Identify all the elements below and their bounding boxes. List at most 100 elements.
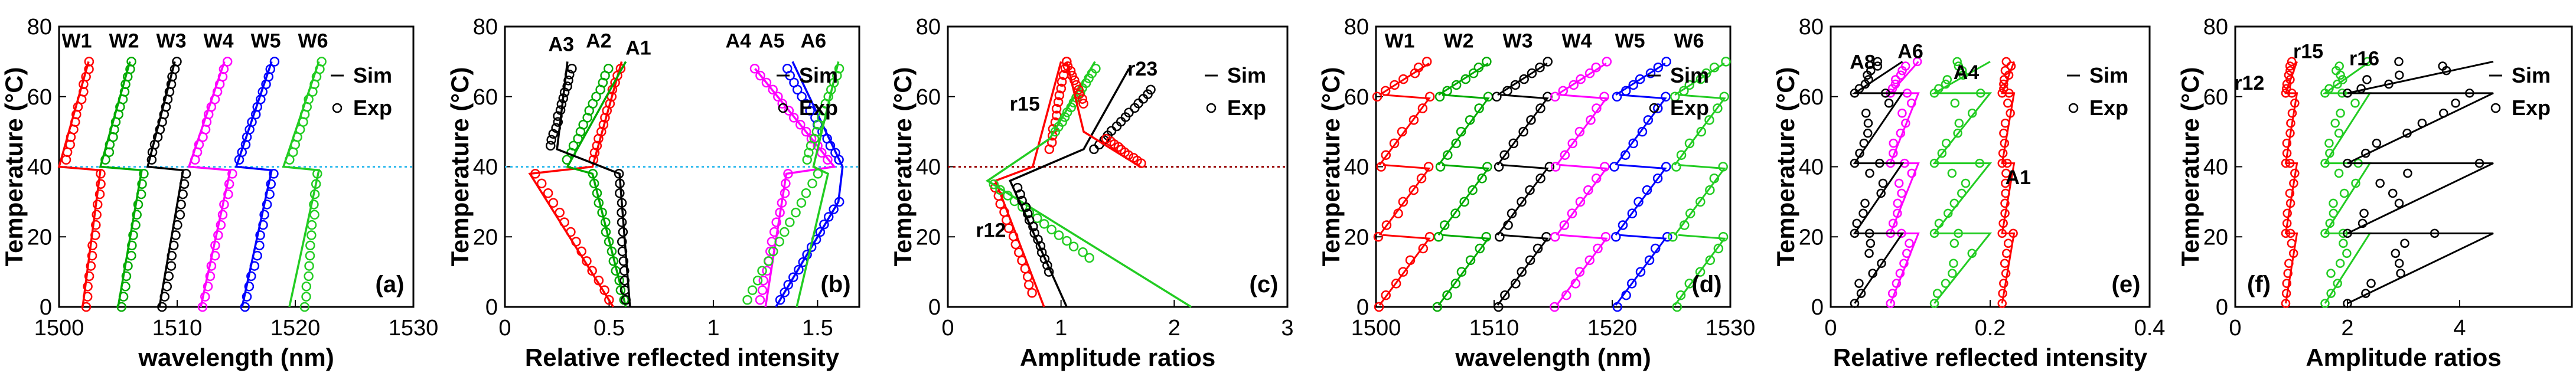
panel-6-annotation-r15: r15 xyxy=(2293,40,2323,63)
panel-4-series-w5-exp-point xyxy=(1628,138,1638,149)
panel-3-series-r23-exp-point xyxy=(1029,228,1039,238)
panel-2-series-a6-exp-point xyxy=(780,227,790,237)
panel-3-series-r15-exp-point xyxy=(1017,202,1028,212)
panel-4-series-w3-exp-point xyxy=(1535,174,1545,184)
panel-1-series-w6-exp-point xyxy=(304,261,314,271)
panel-6-series-r15-exp-point xyxy=(2342,248,2352,258)
panel-2-series-a3-exp-point xyxy=(546,135,556,145)
panel-4-series-w4-exp-point xyxy=(1574,267,1585,277)
panel-1-series-w2-exp-point xyxy=(126,250,136,261)
panel-1-series-w1-exp-point xyxy=(84,57,94,67)
panel-3-series-r15b-exp-point xyxy=(1074,89,1084,100)
panel-2-series-a3-exp-point xyxy=(618,256,629,266)
panel-6-series-r15-exp-point xyxy=(2330,118,2340,128)
panel-6-series-r16-exp-point xyxy=(2375,178,2385,188)
panel-4-series-w6-exp-point xyxy=(1721,57,1731,67)
panel-4-series-w1-exp-point xyxy=(1373,232,1384,242)
panel-4-xlabel: wavelength (nm) xyxy=(1455,344,1651,371)
panel-1-series-w4-exp-point xyxy=(197,302,208,312)
panel-4-series-w4-exp-point xyxy=(1550,162,1561,172)
panel-2-legend-exp-label: Exp xyxy=(799,96,838,120)
panel-4-series-w5-exp-point xyxy=(1618,220,1628,230)
panel-4-series-w2-exp-point xyxy=(1477,174,1487,184)
panel-6-legend-sim-label: Sim xyxy=(2512,63,2551,87)
panel-1-series-w6-exp-point xyxy=(301,282,312,292)
panel-1-series-w4-exp-point xyxy=(206,261,217,271)
panel-5-annotation-a8: A8 xyxy=(1850,51,1875,73)
panel-3-series-r23-exp-point xyxy=(1089,144,1099,155)
panel-4-series-w6-exp-point xyxy=(1719,91,1730,102)
panel-2-series-a3-exp-point xyxy=(559,87,570,97)
panel-1-series-w5-exp-point xyxy=(269,57,280,67)
panel-5-series-a8-exp-point xyxy=(1858,208,1868,218)
panel-4-series-w2-exp-point xyxy=(1474,103,1484,113)
panel-1-ylabel: Temperature (°C) xyxy=(0,67,28,266)
panel-4-series-w1-exp-point xyxy=(1424,91,1435,102)
panel-4-legend-sim-label: Sim xyxy=(1670,63,1709,87)
panel-3-series-r12-exp-point xyxy=(1023,280,1034,290)
panel-5-series-a6-exp-point xyxy=(1897,108,1907,118)
panel-2-xtick-label: 1 xyxy=(707,316,719,341)
panel-4-series-w6-exp-point xyxy=(1684,138,1695,149)
panel-2-series-a6-exp-point xyxy=(742,295,752,305)
panel-2-series-a4-exp-point xyxy=(823,155,833,165)
panel-5-series-a4-sim-line xyxy=(1931,61,1993,304)
panel-4-series-w5-exp-point xyxy=(1662,232,1672,242)
panel-4-ytick-label: 80 xyxy=(1344,15,1369,40)
panel-2-series-a3-exp-point xyxy=(619,285,630,295)
panel-4-series-w3-exp-point xyxy=(1525,255,1535,266)
panel-5-series-a8-exp-point xyxy=(1863,118,1873,128)
panel-6-series-r15-exp-point xyxy=(2320,299,2330,308)
panel-2-series-a3-exp-point xyxy=(546,140,556,151)
panel-4-series-w4-exp-point xyxy=(1569,80,1579,90)
panel-6-series-r15-exp-point xyxy=(2335,259,2345,268)
panel-6-ylabel: Temperature (°C) xyxy=(2176,67,2204,266)
panel-2-series-a3-exp-point xyxy=(553,111,563,121)
panel-4-series-w3-exp-point xyxy=(1495,232,1505,242)
panel-3-series-r12-exp-point xyxy=(1056,83,1067,94)
panel-2-series-a1-exp-point xyxy=(598,120,609,130)
panel-4-series-w2-exp-point xyxy=(1451,80,1462,90)
panel-1-series-w5-exp-point xyxy=(252,250,262,261)
panel-4-series-w6-exp-point xyxy=(1696,126,1707,137)
panel-1-annotation-w5: W5 xyxy=(251,30,281,53)
panel-2-legend-exp-swatch xyxy=(778,103,788,113)
panel-1-series-w3-exp-point xyxy=(179,179,190,189)
panel-1-series-w1-exp-point xyxy=(73,102,83,112)
panel-5-annotation-a1: A1 xyxy=(2006,166,2031,189)
panel-6-series-r15-exp-point xyxy=(2333,279,2342,288)
panel-4-series-w5-exp-point xyxy=(1612,91,1622,102)
panel-1-series-w6-exp-point xyxy=(305,240,315,251)
panel-1-series-w5-exp-point xyxy=(262,199,272,210)
panel-2-ytick-label: 0 xyxy=(485,295,498,320)
panel-2-xtick-label: 0.5 xyxy=(594,316,625,341)
panel-4-series-w2-exp-point xyxy=(1443,150,1453,160)
panel-4-series-w2-exp-point xyxy=(1475,243,1485,254)
panel-1-legend-sim-label: Sim xyxy=(353,63,392,87)
panel-4-series-w3-exp-point xyxy=(1500,290,1510,300)
panel-3-series-r15-exp-point xyxy=(1081,78,1091,89)
panel-4-series-w4-exp-point xyxy=(1599,91,1609,102)
panel-6-series-r15-exp-point xyxy=(2326,289,2336,298)
panel-2-series-a6-exp-point xyxy=(811,126,822,137)
panel-2-series-a4-exp-point xyxy=(761,77,772,88)
panel-2-annotation-a2: A2 xyxy=(586,30,611,53)
panel-4-series-w1-exp-point xyxy=(1374,302,1384,312)
panel-1-series-w1-exp-point xyxy=(82,292,93,302)
panel-4-series-w2-exp-point xyxy=(1434,91,1445,102)
panel-2-series-a1-exp-point xyxy=(576,246,586,257)
panel-2-xtick-label: 1.5 xyxy=(802,316,833,341)
panel-6-annotation-r12: r12 xyxy=(2234,72,2264,94)
panel-3-series-r15-exp-point xyxy=(1003,191,1013,201)
panel-4-series-w4-exp-point xyxy=(1575,197,1586,207)
panel-5-series-a8-exp-point xyxy=(1856,289,1866,298)
panel-2-series-a6-exp-point xyxy=(791,207,801,218)
panel-1-series-w5-exp-point xyxy=(255,240,265,251)
panel-3-series-r15-exp-point xyxy=(1057,117,1068,127)
panel-1-series-w4-exp-point xyxy=(200,292,210,302)
panel-2-series-a4-exp-point xyxy=(783,169,793,179)
panel-5-series-a6-exp-point xyxy=(1886,299,1895,308)
panel-1-series-w1-exp-point xyxy=(81,302,92,312)
panel-2-series-a4-exp-point xyxy=(806,133,817,144)
panel-1-series-w2-exp-point xyxy=(120,282,131,292)
